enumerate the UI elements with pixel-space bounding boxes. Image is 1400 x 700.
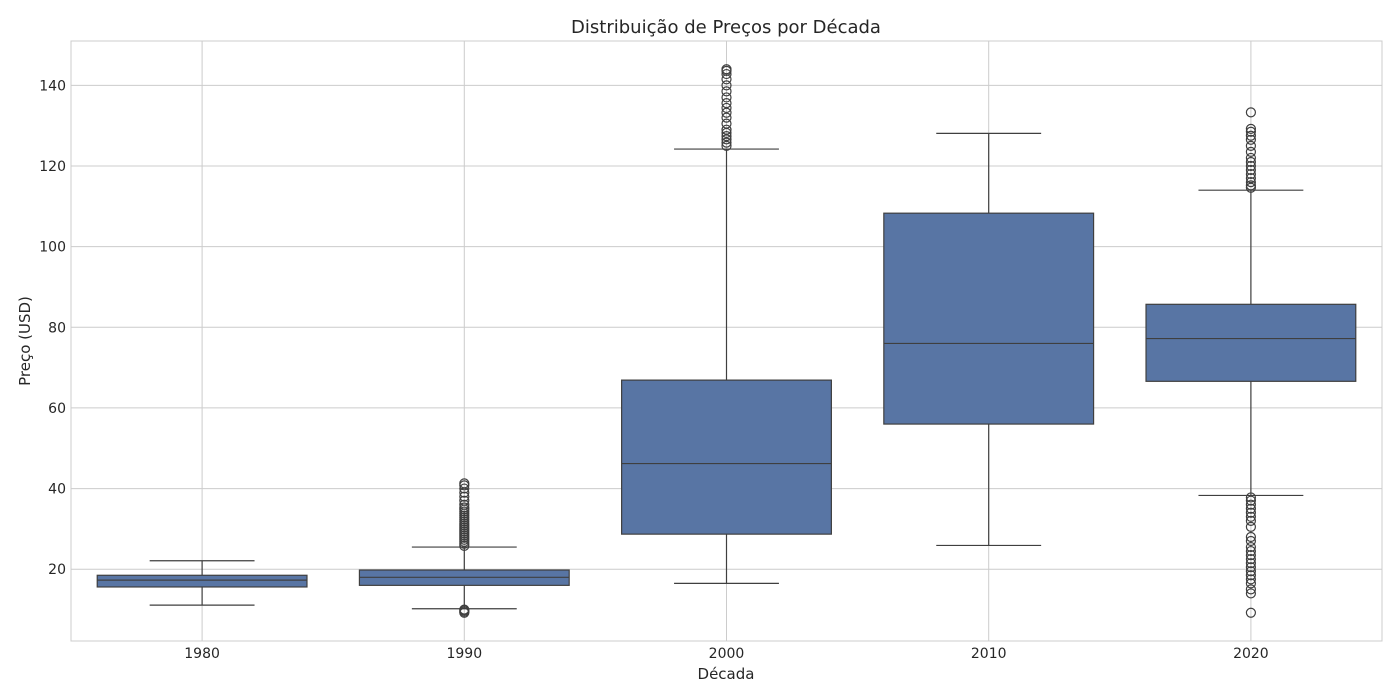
box-2000 — [621, 64, 832, 584]
box-series — [96, 64, 1357, 618]
outlier-point — [459, 495, 470, 506]
outlier-point — [1245, 134, 1257, 145]
outlier-point — [721, 137, 732, 148]
outlier-point — [1245, 152, 1257, 164]
outlier-point — [1245, 566, 1257, 577]
x-axis-ticks: 1980 1990 2000 2010 2020 — [184, 646, 1268, 662]
box-1990 — [358, 478, 570, 618]
outlier-point — [721, 97, 732, 109]
x-tick-label: 1990 — [446, 646, 482, 662]
iqr-box — [96, 574, 308, 588]
outlier-point — [1245, 168, 1257, 180]
outlier-point — [1245, 164, 1257, 176]
outlier-point — [459, 502, 470, 513]
outlier-point — [1245, 126, 1257, 137]
outlier-point — [1245, 558, 1257, 569]
y-tick-label: 120 — [39, 159, 66, 175]
y-tick-label: 100 — [39, 240, 66, 256]
x-tick-label: 2010 — [971, 646, 1007, 662]
outlier-point — [1245, 574, 1257, 585]
outlier-point — [459, 491, 470, 502]
outlier-point — [721, 140, 732, 151]
outlier-point — [1245, 492, 1257, 503]
outlier-point — [1245, 130, 1257, 141]
y-tick-label: 140 — [39, 78, 66, 94]
outlier-point — [721, 131, 732, 142]
outlier-point — [1245, 550, 1257, 561]
outlier-point — [1245, 545, 1257, 557]
box-2010 — [883, 132, 1095, 547]
x-axis-label: Década — [698, 665, 755, 683]
outlier-point — [1245, 531, 1257, 543]
outlier-point — [1245, 570, 1257, 581]
outlier-point — [459, 483, 470, 494]
outlier-point — [721, 64, 732, 75]
iqr-box — [883, 212, 1095, 425]
outlier-point — [1245, 180, 1257, 191]
outlier-point — [721, 134, 732, 145]
iqr-box — [1145, 303, 1357, 382]
outlier-point — [1245, 607, 1257, 618]
outlier-point — [1245, 578, 1257, 589]
x-tick-label: 2020 — [1233, 646, 1269, 662]
outlier-point — [721, 102, 732, 114]
outlier-point — [459, 478, 470, 489]
outlier-point — [1245, 588, 1257, 599]
outlier-point — [1245, 554, 1257, 565]
outlier-point — [721, 118, 732, 129]
outlier-point — [1245, 495, 1257, 506]
outlier-point — [1245, 123, 1257, 135]
y-tick-label: 80 — [48, 320, 66, 336]
outlier-point — [1245, 515, 1257, 526]
outlier-point — [721, 80, 732, 91]
outlier-point — [721, 112, 732, 123]
y-tick-label: 60 — [48, 401, 66, 417]
outlier-point — [1245, 584, 1257, 595]
outlier-point — [1245, 511, 1257, 522]
box-1980 — [96, 560, 308, 606]
x-tick-label: 2000 — [709, 646, 745, 662]
outlier-point — [459, 604, 470, 615]
outlier-point — [1245, 140, 1257, 151]
outlier-point — [721, 68, 732, 80]
outlier-point — [1245, 160, 1257, 172]
outlier-point — [1245, 182, 1257, 193]
outlier-point — [1245, 503, 1257, 514]
outlier-point — [1245, 507, 1257, 518]
iqr-box — [621, 379, 832, 535]
outlier-point — [1245, 177, 1257, 188]
outlier-point — [1245, 562, 1257, 573]
y-axis-label: Preço (USD) — [16, 296, 34, 386]
y-tick-label: 40 — [48, 482, 66, 498]
chart-title: Distribuição de Preços por Década — [571, 17, 881, 38]
outlier-point — [721, 124, 732, 135]
outlier-point — [1245, 146, 1257, 157]
outlier-point — [1245, 172, 1257, 184]
outlier-point — [721, 107, 732, 118]
outlier-point — [1245, 107, 1257, 118]
outlier-point — [1245, 156, 1257, 168]
x-tick-label: 1980 — [184, 646, 220, 662]
outlier-point — [1245, 541, 1257, 553]
y-tick-label: 20 — [48, 562, 66, 578]
outlier-point — [459, 499, 470, 510]
outlier-point — [721, 86, 732, 97]
box-2020 — [1145, 107, 1357, 618]
outlier-point — [1245, 521, 1257, 532]
outlier-point — [721, 92, 732, 103]
outlier-point — [1245, 499, 1257, 510]
outlier-point — [1245, 535, 1257, 547]
y-axis-ticks: 20 40 60 80 100 120 140 — [39, 78, 66, 578]
